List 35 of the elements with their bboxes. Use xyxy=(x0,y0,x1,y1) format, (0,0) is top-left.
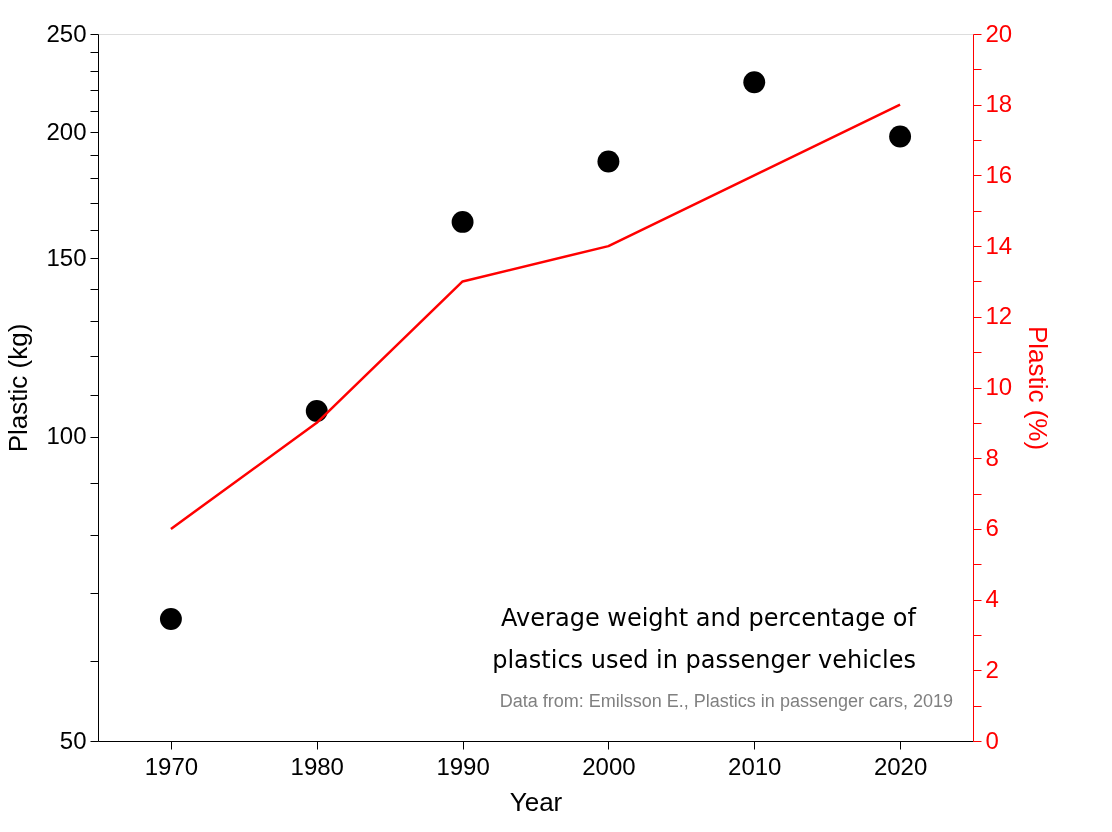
y-tick-label: 100 xyxy=(46,422,87,450)
y2-tick-label: 12 xyxy=(985,302,1013,330)
y2-tick-label: 14 xyxy=(985,231,1013,259)
y2-tick-label: 0 xyxy=(985,726,999,754)
y2-tick-label: 10 xyxy=(985,373,1013,400)
y2-tick-label: 20 xyxy=(985,19,1013,47)
y2-tick-label: 4 xyxy=(985,585,999,613)
point xyxy=(743,71,766,94)
y-axis-title: Plastic (kg) xyxy=(3,323,34,453)
annotation: Average weight and percentage of xyxy=(501,604,917,632)
y2-tick-label: 2 xyxy=(985,655,999,683)
y-tick-label: 50 xyxy=(59,726,87,754)
point xyxy=(305,399,328,422)
x-tick-label: 1990 xyxy=(436,752,490,780)
annotation: plastics used in passenger vehicles xyxy=(492,646,916,674)
x-tick-label: 2000 xyxy=(582,752,636,780)
annotation: Data from: Emilsson E., Plastics in passenger cars, 2019 xyxy=(499,691,953,711)
point xyxy=(597,150,620,173)
y-tick-label: 250 xyxy=(46,19,87,47)
y2-tick-label: 18 xyxy=(985,90,1013,118)
point xyxy=(451,210,474,233)
x-axis-title: Year xyxy=(509,786,563,817)
point xyxy=(159,608,182,630)
x-tick-label: 2010 xyxy=(728,752,782,780)
y-tick-label: 150 xyxy=(46,243,87,271)
line-series xyxy=(169,103,902,531)
y2-tick-label: 16 xyxy=(985,160,1013,188)
y2-tick-label: 8 xyxy=(985,443,999,471)
y2-tick-label: 6 xyxy=(985,514,999,542)
x-tick-label: 1970 xyxy=(144,752,199,780)
y-tick-label: 200 xyxy=(46,117,87,145)
point xyxy=(889,125,912,148)
y2-axis-title: Plastic (%) xyxy=(1023,325,1054,451)
x-tick-label: 2020 xyxy=(873,752,928,780)
x-tick-label: 1980 xyxy=(290,752,344,780)
